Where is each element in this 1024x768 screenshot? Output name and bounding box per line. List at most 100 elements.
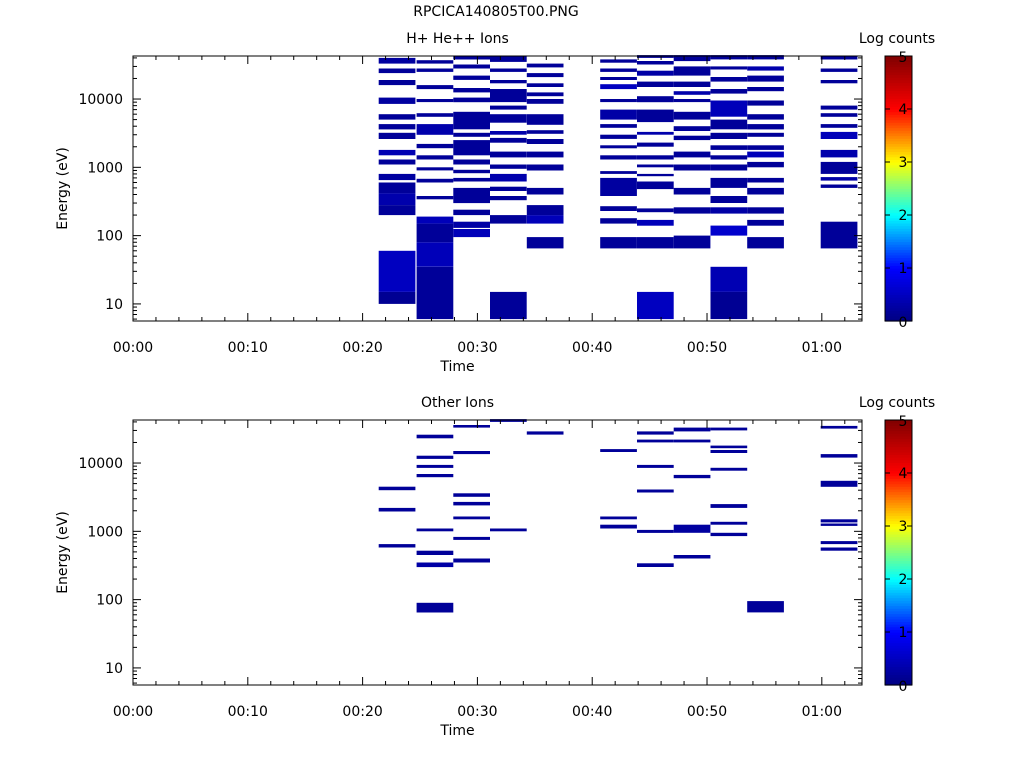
colorbar-segment [885,467,912,471]
colorbar-segment [885,283,912,288]
colorbar-segment [885,228,912,232]
colorbar-segment [885,130,912,134]
heatmap-cell [526,99,564,104]
heatmap-cell [526,164,564,171]
colorbar-segment [885,653,912,657]
heatmap-cell [710,207,748,214]
colorbar-segment [885,69,912,73]
colorbar-segment [885,541,912,546]
heatmap-cell [747,114,784,120]
colorbar-tick-label: 2 [899,208,908,224]
heatmap-cell [747,87,784,92]
heatmap-cell [820,131,858,139]
y-tick-label: 10 [105,297,123,313]
colorbar-segment [885,488,912,493]
heatmap-cell [820,149,858,158]
colorbar-segment [885,454,912,458]
heatmap-cell [673,207,711,214]
colorbar-segment [885,281,912,285]
colorbar-segment [885,61,912,65]
panel-2: Other Ions 00:00 00:10 00:20 00:30 00:40 00:50… [55,395,935,739]
colorbar-segment [885,297,912,301]
heatmap-cell [673,524,711,533]
heatmap-cell [747,66,784,71]
x-tick-label: 00:20 [342,704,382,720]
heatmap-cell [820,480,858,487]
heatmap-cell [673,555,711,559]
colorbar-segment [885,671,912,675]
heatmap-cell [416,167,454,171]
heatmap-cell [673,235,711,249]
heatmap-cell [710,450,748,453]
heatmap-cell [820,221,858,249]
colorbar-segment [885,143,912,147]
colorbar-segment [885,539,912,543]
colorbar-segment [885,528,912,532]
y-tick-label: 100 [96,229,123,245]
heatmap-cell [416,266,454,320]
colorbar-segment [885,499,912,503]
colorbar-segment [885,441,912,445]
heatmap-cell [378,193,416,206]
heatmap-cell [710,77,748,82]
colorbar-segment [885,504,912,509]
colorbar-segment [885,679,912,683]
heatmap-cell [600,177,637,196]
colorbar-segment [885,238,912,243]
colorbar-segment [885,318,912,322]
colorbar-segment [885,531,912,535]
heatmap-cell [416,85,454,90]
heatmap-cell [526,83,564,87]
heatmap-cell [637,96,674,103]
colorbar-segment [885,443,912,448]
heatmap-cell [637,431,674,435]
heatmap-cell [820,547,858,551]
heatmap-cell [600,524,637,529]
heatmap-cell [747,207,784,214]
heatmap-cell [416,143,454,149]
colorbar-segment [885,164,912,168]
heatmap-cell [637,155,674,160]
x-tick-label: 00:20 [342,340,382,356]
colorbar-segment [885,132,912,137]
colorbar-segment [885,87,912,92]
colorbar-segment [885,302,912,306]
heatmap-cell [710,266,748,292]
colorbar-segment [885,154,912,158]
colorbar-tick-label: 0 [899,679,908,695]
colorbar-segment [885,90,912,94]
heatmap-cell [747,124,784,130]
colorbar-segment [885,175,912,179]
heatmap-cell [820,68,858,72]
heatmap-cell [378,124,416,130]
colorbar-segment [885,650,912,654]
heatmap-cell [526,187,564,195]
heatmap-cell [378,132,416,139]
heatmap-cell [710,66,748,70]
colorbar-segment [885,602,912,607]
colorbar-segment [885,647,912,652]
colorbar-segment [885,188,912,192]
heatmap-cell [490,80,527,84]
heatmap-cell [710,467,748,471]
colorbar-segment [885,79,912,84]
heatmap-cell [453,111,490,130]
y-tick-label: 1000 [87,524,123,540]
colorbar-segment [885,201,912,205]
colorbar-segment [885,571,912,575]
x-axis-label: Time [439,723,474,739]
colorbar-segment [885,273,912,277]
heatmap-cell [673,187,711,195]
heatmap-cell [820,454,858,458]
heatmap-cell [378,486,416,491]
heatmap-cell [600,99,637,103]
heatmap-cell [453,209,490,216]
colorbar-tick-label: 4 [899,102,908,118]
heatmap-cell [416,550,454,555]
heatmap-cell [453,501,490,506]
heatmap-cell [490,291,527,320]
colorbar-segment [885,430,912,434]
heatmap-cell [637,219,674,226]
heatmap-cell [673,99,711,103]
heatmap-cell [416,474,454,478]
